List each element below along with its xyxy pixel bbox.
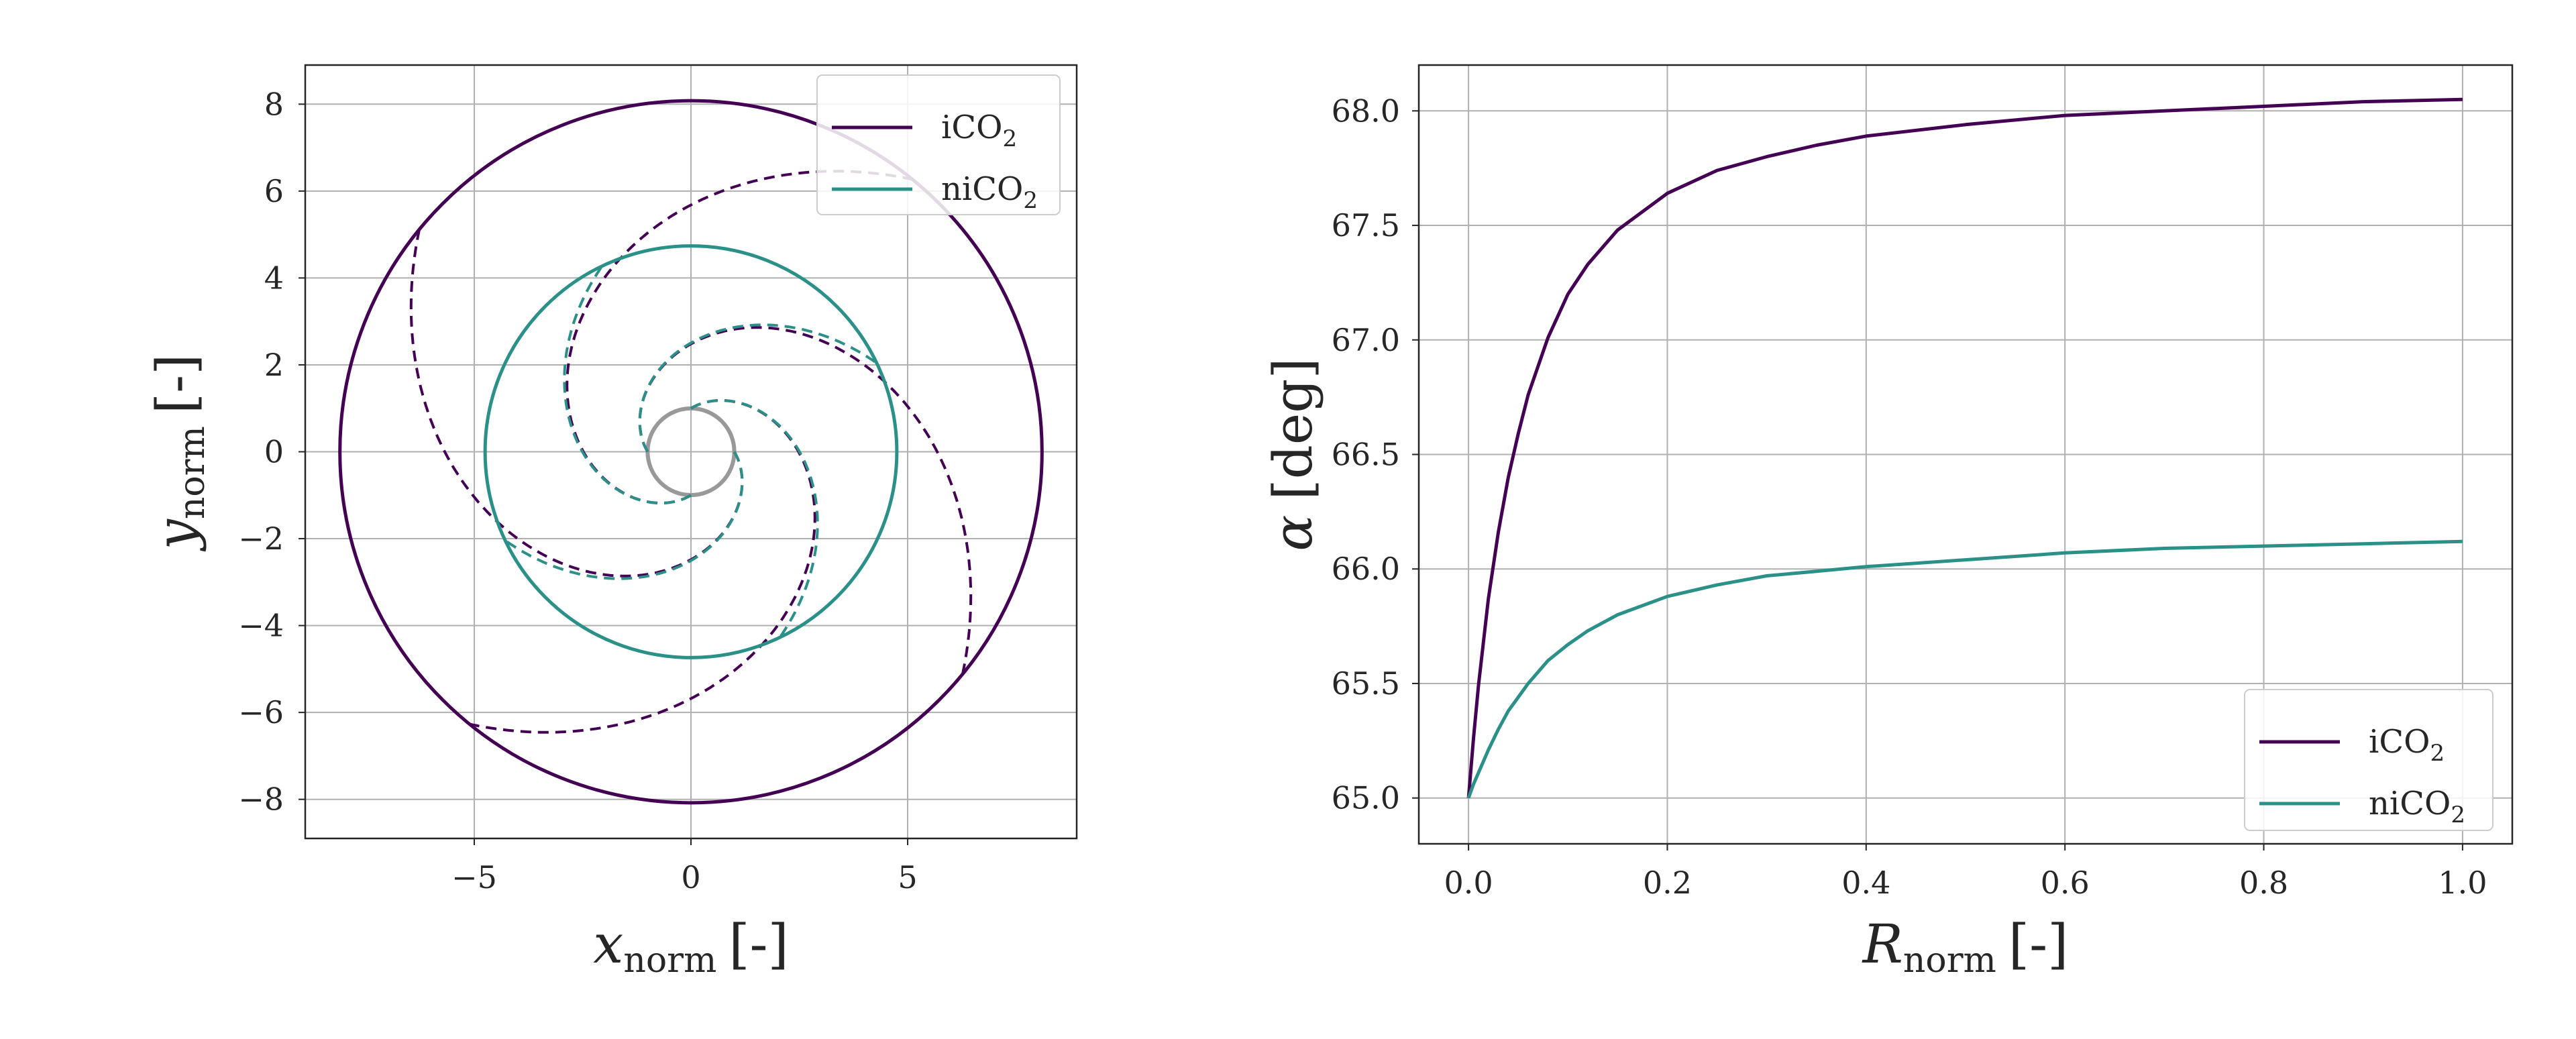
y-tick-label: 66.5 [1332,437,1400,473]
x-tick-label: 1.0 [2438,865,2487,901]
y-tick-label: 2 [264,347,284,383]
x-tick-label: 0.6 [2041,865,2090,901]
axes-frame [304,64,1078,840]
x-axis-label-unit: [-] [729,913,788,975]
y-tick-label: 66.0 [1332,551,1400,587]
legend-label-base: iCO [941,109,1002,146]
series-line-niCO2 [1466,539,2463,799]
x-tick-label: 0 [681,859,700,895]
y-tick-label: 0 [264,434,284,470]
x-tick-label: 0.8 [2239,865,2288,901]
legend-label-base: iCO [2369,723,2430,761]
x-tick-label: 0.0 [1444,865,1493,901]
spiral-iCO2-2 [638,326,973,675]
spiral-iCO2-0 [409,228,744,578]
legend-label-sub: 2 [2451,802,2465,828]
y-axis-label: α [deg] [1262,358,1324,551]
y-axis-label: ynorm [-] [145,354,213,552]
legend-box [2244,689,2493,831]
legend-label-sub: 2 [2430,740,2445,767]
spiral-niCO2-3 [563,264,692,505]
legend-label-base: niCO [941,170,1023,208]
legend-label-base: niCO [2369,785,2451,822]
y-tick-label: 6 [264,173,284,209]
y-tick-label: 8 [264,86,284,122]
legend-label-niCO2: niCO2 [941,170,1038,214]
spiral-niCO2-2 [638,323,878,453]
alpha-chart: 0.0 0.2 0.4 0.6 0.8 1.0 65.0 65.5 66.0 66.5 67.0 67… [1262,64,2514,981]
x-axis-label: xnorm [-] [593,913,789,981]
outer-circle-iCO2 [338,99,1044,805]
legend-label-niCO2: niCO2 [2369,785,2465,828]
y-axis-label-symbol: α [1262,515,1324,551]
y-tick-label: 67.0 [1332,322,1400,358]
x-tick-label: 0.2 [1643,865,1692,901]
plot-area [338,99,1044,805]
legend-label-sub: 2 [1002,125,1017,152]
axes-frame [1417,64,2514,845]
y-tick-label: −2 [238,521,284,557]
y-axis-label-unit: [deg] [1262,358,1324,500]
spiral-niCO2-0 [504,451,744,580]
outer-circle-niCO2 [483,244,899,659]
x-axis-label-symbol: R [1862,913,1903,975]
y-axis-label-symbol: y [145,518,207,551]
y-tick-label: 65.0 [1332,780,1400,816]
legend-label-iCO2: iCO2 [941,109,1017,152]
spiral-niCO2-1 [690,398,819,639]
x-axis-label-subscript: norm [623,940,716,981]
y-tick-label: 65.5 [1332,665,1400,702]
x-axis-label-unit: [-] [2008,913,2068,975]
spiral-iCO2-3 [566,170,914,504]
y-tick-label: 67.5 [1332,207,1400,243]
legend-label-iCO2: iCO2 [2369,723,2445,767]
x-axis-label-subscript: norm [1903,940,1996,981]
y-axis-label-subscript: norm [172,426,213,519]
y-tick-label: −8 [238,781,284,818]
x-axis-label: Rnorm [-] [1862,913,2069,981]
x-axis-label-symbol: x [593,913,623,975]
legend-label-sub: 2 [1023,187,1038,214]
y-axis-label-unit: [-] [145,354,207,414]
x-tick-label: −5 [451,859,497,895]
legend-box [816,74,1061,215]
x-tick-label: 5 [898,859,917,895]
y-tick-label: 68.0 [1332,93,1400,129]
series-line-iCO2 [1466,97,2463,798]
x-tick-label: 0.4 [1841,865,1890,901]
y-tick-label: −6 [238,694,284,730]
y-tick-label: −4 [238,608,284,644]
y-tick-label: 4 [264,260,284,296]
spiral-iCO2-1 [468,399,816,734]
